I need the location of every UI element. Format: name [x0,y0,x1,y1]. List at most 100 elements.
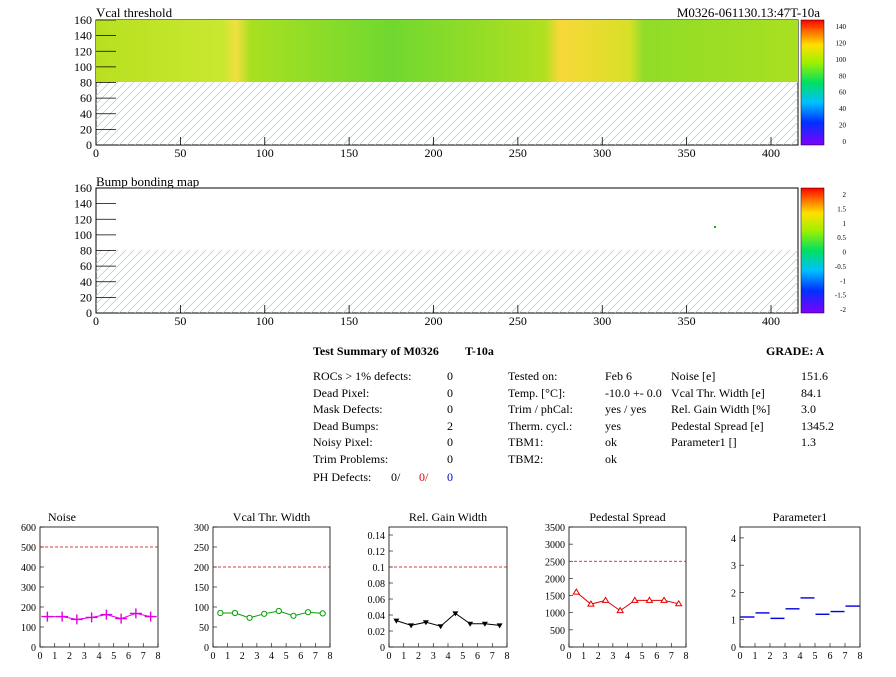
x-tick-label: 8 [684,651,689,662]
plot-frame [39,526,159,648]
x-tick-label: 5 [111,651,116,662]
data-point [275,607,282,615]
z-tick-label: -1 [840,277,846,285]
x-tick-label: 4 [446,651,451,662]
y-tick-label: 0 [31,643,36,654]
x-tick-label: 0 [567,651,572,662]
x-tick-label: 150 [340,314,358,328]
color-scale [800,187,825,314]
x-tick-label: 50 [174,146,186,160]
data-point [100,609,113,620]
z-tick-label: 100 [836,56,847,64]
y-tick-label: 600 [21,523,36,534]
y-tick-label: 3 [731,561,736,572]
data-point [70,614,83,625]
y-tick-label: 3500 [545,523,565,534]
x-tick-label: 7 [843,651,848,662]
plot-frame [388,526,508,648]
data-point [674,599,683,607]
data-point [481,621,488,627]
data-point [217,609,224,617]
y-tick-label: 40 [80,107,92,121]
x-tick-label: 7 [669,651,674,662]
data-point [630,596,639,603]
x-tick-label: 400 [762,146,780,160]
data-point [304,609,312,616]
data-point [56,611,69,622]
x-tick-label: 1 [581,651,586,662]
x-tick-label: 3 [783,651,788,662]
x-tick-label: 6 [654,651,659,662]
y-tick-label: 500 [550,626,565,637]
x-tick-label: 150 [340,146,358,160]
data-point [616,606,625,614]
x-tick-label: 7 [490,651,495,662]
x-tick-label: 0 [38,651,43,662]
y-tick-label: 200 [21,603,36,614]
y-tick-label: 0 [731,643,736,654]
z-tick-label: 0.5 [837,234,846,242]
x-tick-label: 2 [416,651,421,662]
data-point [408,623,415,629]
plot-frame [739,526,861,648]
y-tick-label: 20 [80,290,92,304]
map-fill-region [96,20,798,82]
data-point [587,600,595,607]
y-tick-label: 120 [74,44,92,58]
z-tick-label: 20 [839,122,847,130]
plot-frame [568,526,687,648]
x-tick-label: 3 [610,651,615,662]
x-tick-label: 2 [768,651,773,662]
plot-title: Rel. Gain Width [409,510,487,524]
y-tick-label: 60 [80,259,92,273]
y-tick-label: 80 [80,76,92,90]
x-tick-label: 7 [313,651,318,662]
data-point [452,611,459,617]
plot-title: Parameter1 [773,510,828,524]
y-tick-label: 160 [74,181,92,195]
y-tick-label: 0 [380,643,385,654]
x-tick-label: 2 [67,651,72,662]
z-tick-label: 1.5 [837,205,846,213]
vcal-threshold-map: Vcal threshold M0326-061130.13:47T-10a 0… [74,5,847,160]
y-tick-label: 0.02 [368,627,386,638]
x-tick-label: 0 [387,651,392,662]
series-line [575,591,679,612]
y-tick-label: 20 [80,122,92,136]
y-tick-label: 60 [80,91,92,105]
z-tick-label: 140 [836,23,847,31]
x-tick-label: 0 [93,146,99,160]
y-tick-label: 100 [21,623,36,634]
x-tick-label: 1 [401,651,406,662]
data-point [601,596,610,603]
y-tick-label: 0 [204,643,209,654]
map-hatched-region [96,82,798,145]
data-point [496,623,503,629]
x-tick-label: 50 [174,314,186,328]
map-title: Bump bonding map [96,174,199,189]
z-tick-label: -1.5 [835,292,847,300]
data-point [85,612,98,623]
z-tick-label: 60 [839,89,847,97]
x-tick-label: 1 [52,651,57,662]
data-point [129,608,142,619]
y-tick-label: 50 [199,623,209,634]
x-tick-label: 3 [431,651,436,662]
x-tick-label: 400 [762,314,780,328]
y-tick-label: 40 [80,275,92,289]
plot-title: Pedestal Spread [589,510,665,524]
x-tick-label: 5 [640,651,645,662]
module-label: M0326-061130.13:47T-10a [677,5,820,20]
z-tick-label: 80 [839,72,847,80]
x-tick-label: 7 [141,651,146,662]
z-tick-label: 40 [839,105,847,113]
y-tick-label: 4 [731,534,736,545]
plot-3: Rel. Gain Width 0 0.02 0.04 0.06 0.08 0.1 0.12 0… [368,510,510,662]
z-tick-label: 0 [843,138,847,146]
y-tick-label: 200 [194,563,209,574]
x-tick-label: 8 [328,651,333,662]
data-point [467,621,474,627]
